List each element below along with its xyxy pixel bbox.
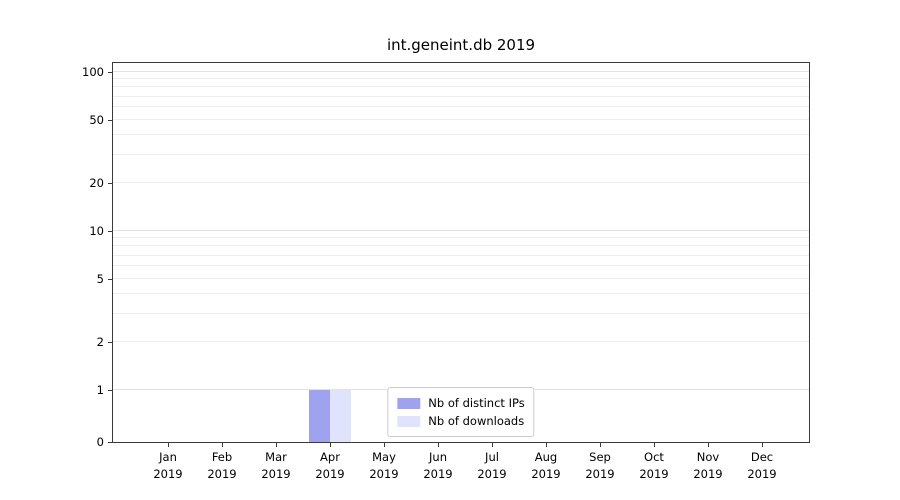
gridline-minor [113, 106, 809, 108]
y-axis-tick-mark [108, 72, 112, 73]
y-axis-tick-mark [108, 342, 112, 344]
y-axis-tick-label: 50 [89, 112, 104, 127]
gridline-minor [113, 154, 809, 156]
x-axis-tick-label: Dec 2019 [747, 450, 777, 482]
gridline-minor [113, 265, 809, 267]
x-axis-tick-label: Nov 2019 [693, 450, 723, 482]
x-axis-tick-label: Oct 2019 [639, 450, 669, 482]
y-axis-tick-label: 100 [82, 65, 104, 79]
legend-label-distinct-ips: Nb of distinct IPs [428, 396, 525, 410]
legend: Nb of distinct IPs Nb of downloads [387, 387, 535, 437]
gridline-minor [113, 95, 809, 97]
legend-swatch-distinct-ips [397, 397, 421, 409]
y-axis-tick-label: 2 [96, 335, 104, 350]
gridline-minor [113, 86, 809, 88]
y-axis-tick-mark [108, 442, 112, 443]
legend-swatch-downloads [397, 415, 421, 427]
plot-area: Nb of distinct IPs Nb of downloads [112, 62, 810, 443]
x-axis-tick-mark [438, 443, 439, 447]
gridline-minor [113, 254, 809, 256]
x-axis-tick-label: May 2019 [369, 450, 399, 482]
gridline-minor [113, 118, 809, 120]
y-axis-tick-mark [108, 183, 112, 185]
gridline-minor [113, 78, 809, 80]
legend-item-distinct-ips: Nb of distinct IPs [397, 394, 525, 412]
bar-downloads [330, 390, 351, 442]
x-axis-tick-mark [600, 443, 601, 447]
y-axis-tick-mark [108, 119, 112, 121]
legend-label-downloads: Nb of downloads [428, 414, 525, 428]
x-axis-tick-label: Mar 2019 [261, 450, 291, 482]
x-axis-tick-label: Jun 2019 [423, 450, 453, 482]
gridline-minor [113, 293, 809, 295]
y-axis-tick-label: 0 [96, 435, 104, 449]
y-axis-tick-label: 1 [96, 383, 104, 397]
x-axis-tick-label: Feb 2019 [207, 450, 237, 482]
gridline-major [113, 71, 809, 72]
x-axis-tick-mark [222, 443, 223, 447]
y-axis-tick-mark [108, 390, 112, 391]
y-axis-tick-label: 10 [89, 224, 104, 238]
x-axis-tick-mark [168, 443, 169, 447]
gridline-minor [113, 237, 809, 239]
y-axis-tick-label: 20 [89, 176, 104, 191]
x-axis-tick-mark [276, 443, 277, 447]
x-axis-tick-label: Jul 2019 [477, 450, 507, 482]
x-axis-tick-label: Sep 2019 [585, 450, 615, 482]
x-axis-tick-mark [654, 443, 655, 447]
x-axis-tick-label: Aug 2019 [531, 450, 561, 482]
bar-distinct-ips [309, 390, 330, 442]
gridline-minor [113, 134, 809, 136]
gridline-major [113, 230, 809, 231]
gridline-minor [113, 245, 809, 247]
gridline-minor [113, 313, 809, 315]
legend-item-downloads: Nb of downloads [397, 412, 524, 430]
x-axis-tick-label: Apr 2019 [315, 450, 345, 482]
x-axis-tick-label: Jan 2019 [153, 450, 183, 482]
gridline-minor [113, 277, 809, 279]
gridline-minor [113, 182, 809, 184]
x-axis-tick-mark [708, 443, 709, 447]
y-axis-tick-label: 5 [96, 271, 104, 286]
x-axis-tick-mark [492, 443, 493, 447]
y-axis-tick-mark [108, 278, 112, 280]
chart-title: int.geneint.db 2019 [386, 36, 536, 54]
gridline-minor [113, 341, 809, 343]
x-axis-tick-mark [546, 443, 547, 447]
x-axis-tick-mark [330, 443, 331, 447]
x-axis-tick-mark [384, 443, 385, 447]
y-axis-tick-mark [108, 231, 112, 232]
x-axis-tick-mark [762, 443, 763, 447]
